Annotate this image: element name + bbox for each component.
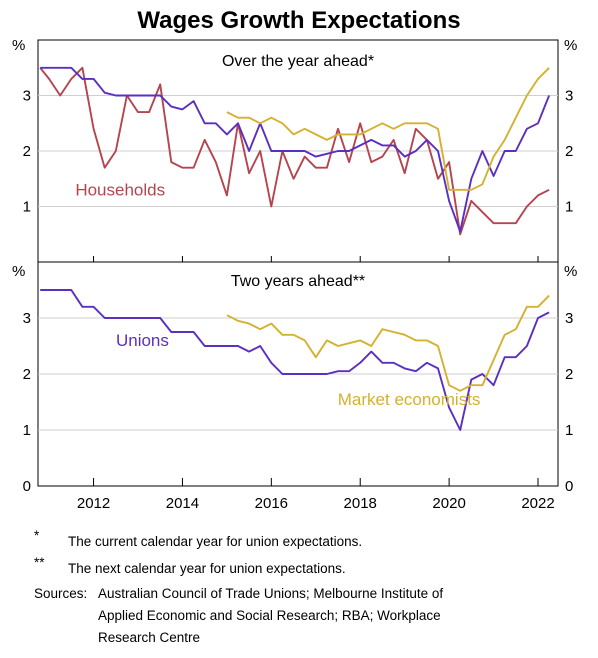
panel-1-line-market-economists	[226, 67, 550, 191]
footnote-2-text: The next calendar year for union expecta…	[68, 561, 346, 576]
series-labels: Households Unions Market economists	[75, 180, 480, 408]
panel-2-subtitle: Two years ahead**	[231, 273, 365, 290]
panel-2-y-tick-right: 2	[565, 366, 573, 383]
panel-1-y-tick-right: 1	[565, 199, 573, 216]
x-axis: 2012 2014 2016 2018 2020 2022	[77, 256, 555, 512]
panel-2-y-tick-left: 3	[23, 310, 31, 327]
sources-line-2: Applied Economic and Social Research; RB…	[98, 608, 441, 623]
panel-2-y-tick-left: 1	[23, 422, 31, 439]
panel-1-line-households	[39, 66, 550, 236]
x-tick-label: 2018	[344, 495, 377, 512]
panel-1-y-ticks: 1 1 2 2 3 3	[23, 88, 574, 216]
panel-1-subtitle: Over the year ahead*	[222, 53, 374, 70]
x-tick-label: 2022	[521, 495, 554, 512]
panel-two-years-ahead: Two years ahead** % % 0 0 1 1 2 2 3 3	[12, 261, 577, 495]
x-tick-label: 2020	[432, 495, 465, 512]
panel-1-y-tick-right: 3	[565, 88, 573, 105]
x-tick-label: 2014	[166, 495, 199, 512]
panel-2-unit-right: %	[564, 263, 577, 280]
panel-1-series	[39, 66, 550, 236]
series-label-market-economists: Market economists	[338, 390, 481, 409]
panel-2-y-tick-left: 2	[23, 366, 31, 383]
panel-1-unit-left: %	[12, 37, 25, 54]
series-label-households: Households	[75, 180, 165, 199]
x-tick-label: 2016	[255, 495, 288, 512]
sources-line-1: Australian Council of Trade Unions; Melb…	[98, 586, 443, 601]
sources-line-3: Research Centre	[98, 630, 200, 645]
footnote-2-mark: **	[34, 555, 45, 570]
panel-1-unit-right: %	[564, 37, 577, 54]
panel-1-y-tick-left: 1	[23, 199, 31, 216]
panel-2-y-tick-right: 3	[565, 310, 573, 327]
panel-2-y-tick-right: 0	[565, 478, 573, 495]
panel-over-year-ahead: Over the year ahead* % % 1 1 2 2 3 3	[12, 37, 577, 263]
sources-label: Sources:	[34, 586, 87, 601]
panel-1-y-tick-left: 3	[23, 88, 31, 105]
panel-1-line-unions	[40, 66, 550, 233]
chart-title: Wages Growth Expectations	[137, 7, 460, 34]
x-tick-label: 2012	[77, 495, 110, 512]
footnotes: * The current calendar year for union ex…	[34, 528, 443, 645]
panel-2-series	[40, 289, 550, 431]
panel-2-line-market-economists	[226, 294, 550, 392]
panel-2-y-tick-left: 0	[23, 478, 31, 495]
panel-1-y-tick-left: 2	[23, 143, 31, 160]
panel-2-line-unions	[40, 289, 550, 431]
footnote-1-mark: *	[34, 528, 40, 543]
series-label-unions: Unions	[116, 331, 169, 350]
footnote-1-text: The current calendar year for union expe…	[68, 534, 362, 549]
panel-2-y-ticks: 0 0 1 1 2 2 3 3	[23, 310, 574, 495]
panel-2-y-tick-right: 1	[565, 422, 573, 439]
panel-2-unit-left: %	[12, 263, 25, 280]
panel-1-y-tick-right: 2	[565, 143, 573, 160]
